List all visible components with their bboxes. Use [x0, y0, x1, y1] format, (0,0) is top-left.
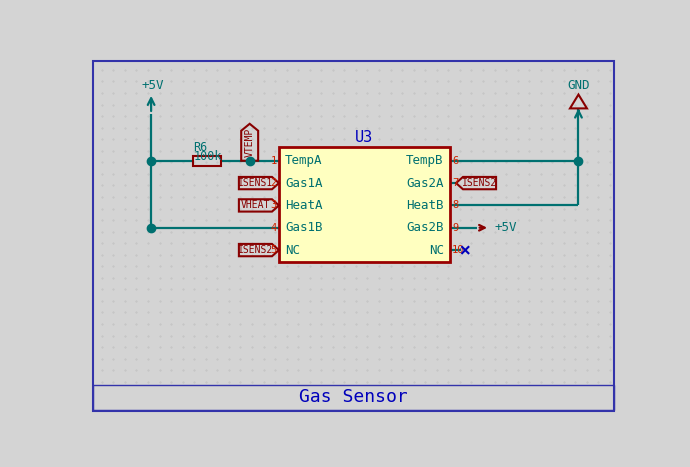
Bar — [93, 385, 614, 410]
Text: 3: 3 — [270, 200, 277, 211]
Text: R6: R6 — [193, 141, 208, 154]
Text: U3: U3 — [355, 130, 373, 145]
Text: TempB: TempB — [406, 154, 444, 167]
Text: 100k: 100k — [193, 150, 222, 163]
Text: NC: NC — [285, 244, 300, 256]
Text: 4: 4 — [270, 223, 277, 233]
Text: 5: 5 — [270, 245, 277, 255]
Text: ISENS2: ISENS2 — [238, 245, 273, 255]
Text: HeatA: HeatA — [285, 199, 323, 212]
Text: Gas Sensor: Gas Sensor — [299, 388, 408, 406]
Text: TempA: TempA — [285, 154, 323, 167]
Text: 1: 1 — [270, 156, 277, 166]
Text: 2: 2 — [270, 178, 277, 188]
Text: VTEMP: VTEMP — [245, 127, 255, 157]
Text: GND: GND — [567, 79, 590, 92]
Bar — [279, 147, 450, 262]
Text: HeatB: HeatB — [406, 199, 444, 212]
Text: 10: 10 — [452, 245, 464, 255]
Text: 7: 7 — [452, 178, 458, 188]
Text: ISENS1: ISENS1 — [238, 178, 273, 188]
Text: Gas2B: Gas2B — [406, 221, 444, 234]
Text: +5V: +5V — [141, 79, 164, 92]
Text: VHEAT: VHEAT — [241, 200, 270, 211]
Text: ISENS2: ISENS2 — [462, 178, 497, 188]
Text: 8: 8 — [452, 200, 458, 211]
Text: NC: NC — [428, 244, 444, 256]
Text: 9: 9 — [452, 223, 458, 233]
Text: Gas1A: Gas1A — [285, 177, 323, 190]
Text: 6: 6 — [452, 156, 458, 166]
Text: Gas2A: Gas2A — [406, 177, 444, 190]
Bar — [193, 156, 221, 166]
Text: Gas1B: Gas1B — [285, 221, 323, 234]
Text: +5V: +5V — [495, 221, 517, 234]
